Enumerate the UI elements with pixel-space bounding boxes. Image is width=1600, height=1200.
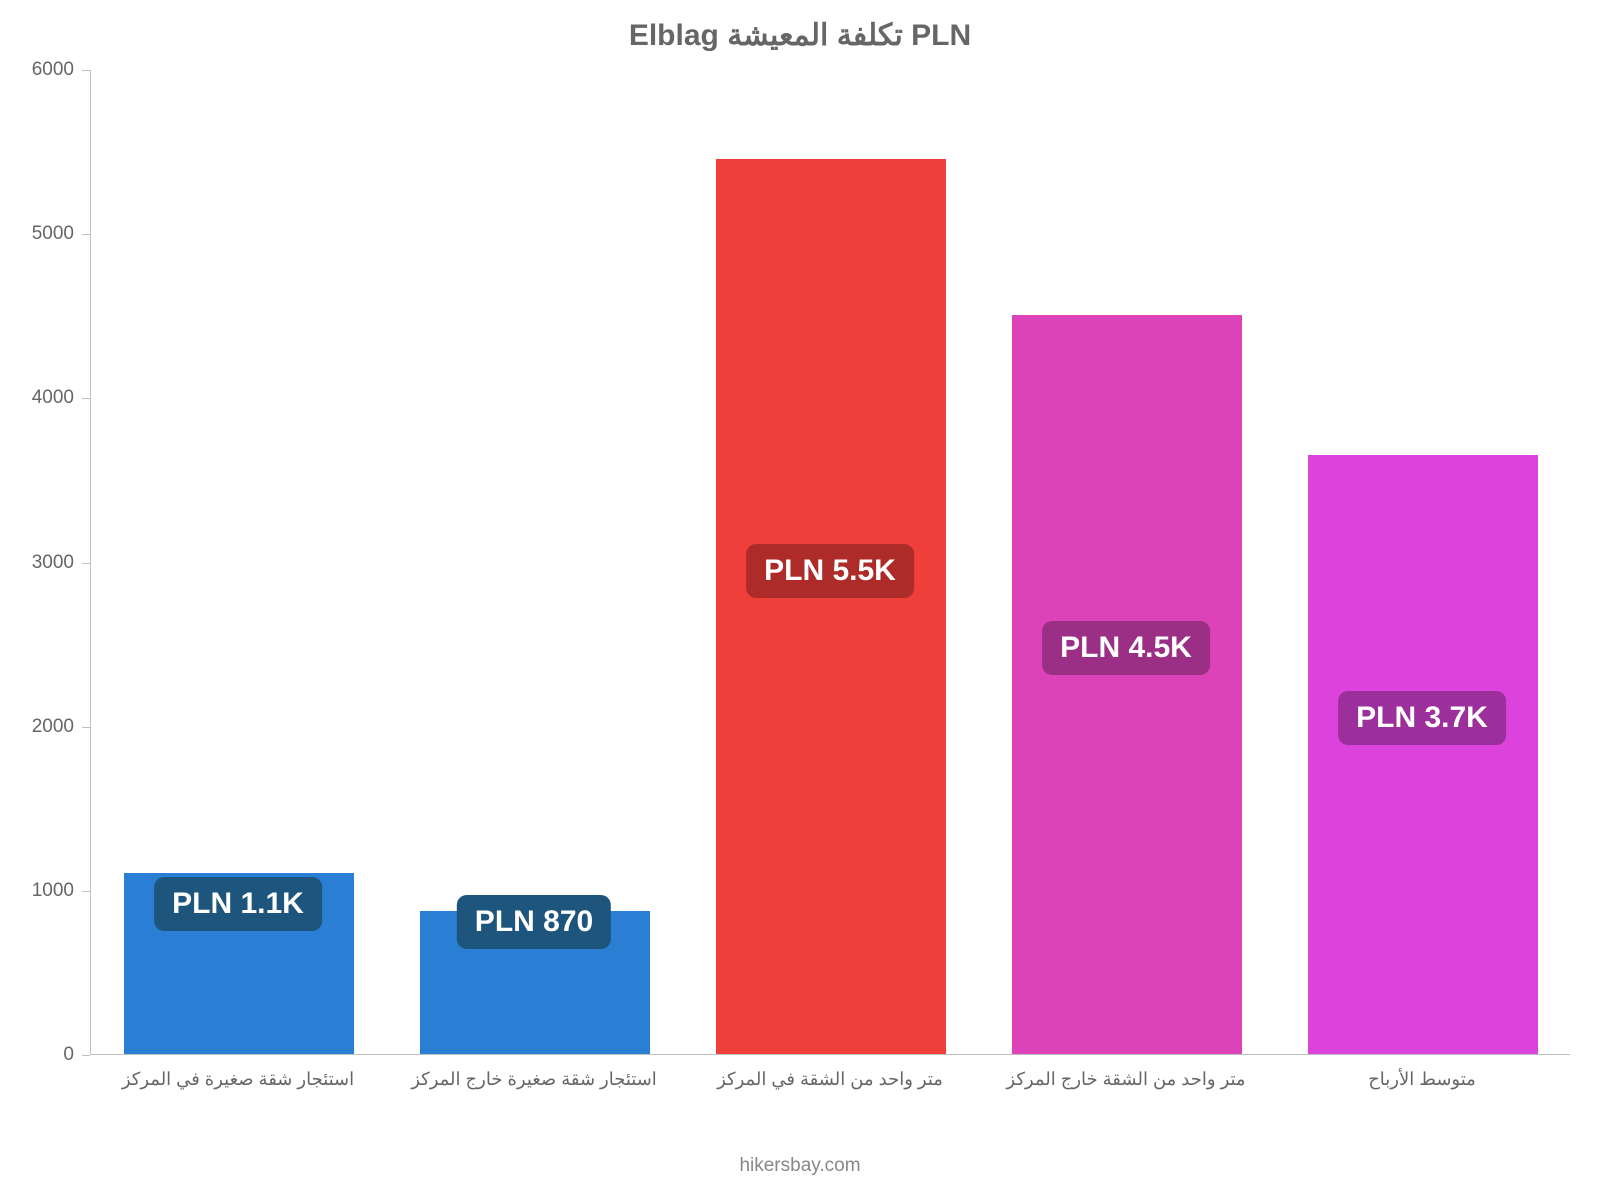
y-tick-mark <box>82 398 90 399</box>
x-tick-label: استئجار شقة صغيرة في المركز <box>90 1069 386 1090</box>
bar <box>716 159 947 1054</box>
footer-credit: hikersbay.com <box>0 1155 1600 1177</box>
bar <box>1308 455 1539 1054</box>
y-tick-mark <box>82 70 90 71</box>
x-tick-label: استئجار شقة صغيرة خارج المركز <box>386 1069 682 1090</box>
y-tick-mark <box>82 234 90 235</box>
y-tick-label: 5000 <box>0 223 74 245</box>
y-tick-label: 0 <box>0 1044 74 1066</box>
value-badge: PLN 5.5K <box>746 544 914 598</box>
y-tick-mark <box>82 727 90 728</box>
y-tick-mark <box>82 891 90 892</box>
y-tick-mark <box>82 563 90 564</box>
value-badge: PLN 870 <box>457 895 611 949</box>
bar <box>1012 315 1243 1054</box>
y-tick-label: 6000 <box>0 59 74 81</box>
y-tick-mark <box>82 1055 90 1056</box>
y-tick-label: 4000 <box>0 387 74 409</box>
x-tick-label: متوسط الأرباح <box>1274 1069 1570 1090</box>
value-badge: PLN 1.1K <box>154 877 322 931</box>
x-tick-label: متر واحد من الشقة خارج المركز <box>978 1069 1274 1090</box>
value-badge: PLN 3.7K <box>1338 691 1506 745</box>
value-badge: PLN 4.5K <box>1042 621 1210 675</box>
y-tick-label: 3000 <box>0 552 74 574</box>
chart-canvas: Elblag تكلفة المعيشة PLN hikersbay.com 0… <box>0 0 1600 1200</box>
chart-title: Elblag تكلفة المعيشة PLN <box>0 18 1600 53</box>
x-tick-label: متر واحد من الشقة في المركز <box>682 1069 978 1090</box>
y-tick-label: 1000 <box>0 880 74 902</box>
y-tick-label: 2000 <box>0 716 74 738</box>
